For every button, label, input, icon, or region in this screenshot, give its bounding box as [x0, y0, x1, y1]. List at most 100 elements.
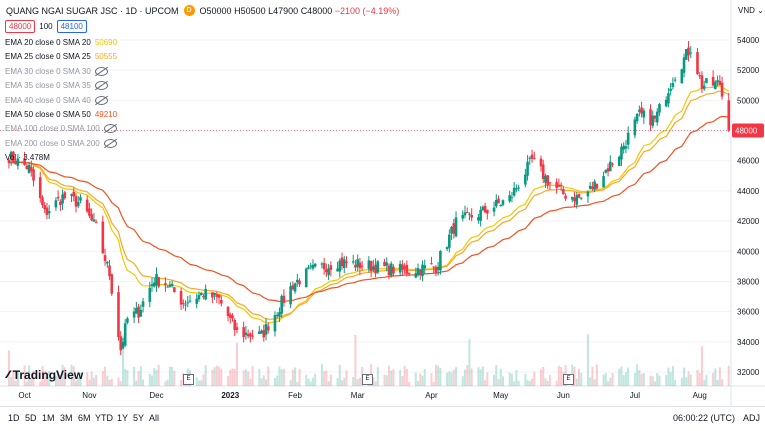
candle-body — [436, 266, 440, 271]
candle-body — [477, 217, 480, 221]
candle-body — [38, 177, 42, 199]
volume-bar — [289, 380, 292, 386]
volume-bar — [589, 377, 592, 386]
volume-bar — [667, 367, 670, 386]
volume-bar — [204, 365, 207, 386]
candle-body — [282, 295, 286, 303]
timeframe-button[interactable]: 1Y — [117, 413, 129, 423]
volume-bar — [61, 364, 64, 386]
volume-bar — [455, 367, 458, 386]
volume-bar — [611, 372, 614, 386]
candle-body — [680, 69, 684, 84]
volume-bar — [110, 378, 113, 386]
volume-bar — [25, 381, 28, 386]
volume-bar — [124, 368, 127, 386]
volume-bar — [385, 375, 388, 386]
volume-bar — [622, 375, 625, 386]
timeframe-button[interactable]: 5D — [25, 413, 37, 423]
timeframe-button[interactable]: 1M — [42, 413, 55, 423]
candle-body — [41, 197, 44, 206]
candle-body — [54, 200, 58, 208]
earnings-marker[interactable]: E — [362, 374, 373, 385]
candle-body — [258, 331, 261, 334]
candle-body — [266, 326, 270, 331]
volume-bar — [609, 377, 612, 386]
timeframe-button[interactable]: 6M — [78, 413, 91, 423]
adj-toggle[interactable]: ADJ — [743, 413, 761, 423]
volume-bar — [218, 366, 221, 386]
y-tick-label: 54000 — [737, 36, 760, 45]
candle-body — [624, 146, 628, 149]
currency-label: VND — [738, 6, 755, 15]
volume-bar — [137, 371, 140, 386]
volume-bar — [405, 368, 408, 386]
volume-bar — [577, 368, 580, 386]
candle-body — [481, 206, 485, 211]
volume-bar — [495, 365, 498, 386]
volume-bar — [461, 376, 464, 386]
volume-bar — [446, 372, 449, 386]
candle-body — [106, 261, 109, 264]
volume-bar — [376, 367, 379, 386]
candle-body — [32, 169, 35, 181]
volume-bar — [352, 376, 355, 386]
candle-body — [418, 269, 422, 275]
candle-body — [398, 263, 402, 273]
volume-bar — [555, 380, 558, 386]
price-chart[interactable]: 32000 34000 36000 38000 40000 42000 44000 46000… — [0, 0, 765, 406]
candle-body — [139, 309, 143, 317]
volume-bar — [273, 378, 276, 386]
volume-bar — [687, 371, 690, 386]
volume-bar — [57, 372, 60, 386]
candle-body — [217, 294, 221, 298]
candle-body — [617, 156, 621, 166]
candle-body — [59, 201, 62, 206]
candle-body — [7, 159, 11, 163]
candle-body — [588, 185, 592, 189]
candle-body — [526, 161, 529, 176]
volume-bar — [90, 371, 93, 386]
earnings-marker[interactable]: E — [563, 374, 574, 385]
volume-bar — [714, 368, 717, 386]
volume-bar — [229, 369, 232, 386]
candle-body — [448, 234, 451, 248]
volume-bar — [121, 335, 124, 386]
candle-body — [132, 311, 136, 318]
candle-body — [262, 330, 266, 338]
volume-bar — [171, 366, 174, 386]
volume-bar — [249, 378, 252, 386]
candle-body — [463, 212, 467, 216]
candle-body — [376, 261, 380, 273]
timeframe-button[interactable]: 5Y — [133, 413, 145, 423]
candle-body — [92, 219, 96, 222]
candle-body — [249, 333, 252, 337]
currency-selector[interactable]: VND ⌄ — [738, 6, 764, 15]
y-tick-label: 40000 — [737, 247, 760, 256]
volume-bar — [575, 378, 578, 386]
candle-body — [126, 318, 129, 323]
volume-bar — [705, 374, 708, 386]
volume-bar — [157, 364, 160, 386]
candle-body — [74, 196, 78, 207]
x-tick-label: Oct — [18, 391, 31, 400]
candle-body — [25, 165, 29, 170]
volume-bar — [117, 377, 120, 386]
timeframe-button[interactable]: 1D — [8, 413, 20, 423]
candle-body — [157, 277, 161, 287]
earnings-marker[interactable]: E — [183, 374, 194, 385]
candle-body — [150, 284, 154, 287]
volume-bar — [653, 381, 656, 386]
volume-bar — [142, 379, 145, 386]
timeframe-button[interactable]: 3M — [60, 413, 73, 423]
candle-body — [195, 298, 199, 304]
candle-body — [56, 196, 60, 199]
candle-body — [152, 282, 156, 287]
volume-bar — [39, 381, 42, 386]
clock-readout[interactable]: 06:00:22 (UTC) — [673, 413, 736, 423]
timeframe-button[interactable]: YTD — [95, 413, 113, 423]
volume-bar — [75, 381, 78, 386]
candle-body — [327, 268, 330, 276]
timeframe-button[interactable]: All — [149, 413, 160, 423]
candle-body — [170, 283, 174, 287]
tradingview-logo[interactable]: ⁄⁄ TradingView — [7, 368, 83, 382]
